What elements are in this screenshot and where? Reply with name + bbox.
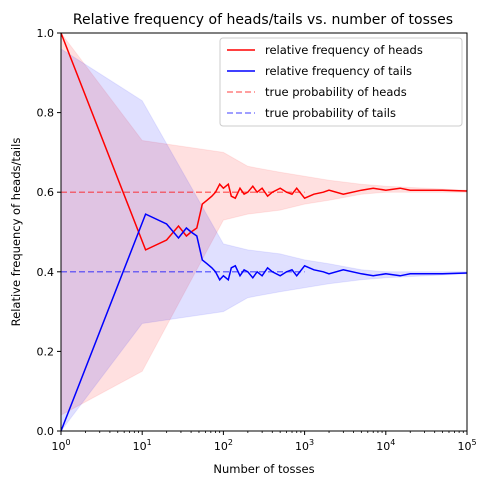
- plot-frame: [60, 32, 468, 432]
- x-axis-label: Number of tosses: [213, 462, 314, 476]
- x-axis-ticks: 100 101 102 103 104 105: [51, 431, 477, 453]
- y-axis-label: Relative frequency of heads/tails: [9, 138, 23, 327]
- x-tick-label: 104: [376, 438, 395, 453]
- legend-label-relative-frequency-of-tails: relative frequency of tails: [265, 64, 412, 78]
- legend-label-true-probability-of-heads: true probability of heads: [265, 85, 407, 99]
- legend: relative frequency of heads relative freq…: [219, 37, 463, 127]
- x-tick-label: 103: [295, 438, 314, 453]
- relative-frequency-of-heads-line: [60, 32, 468, 251]
- legend-label-relative-frequency-of-heads: relative frequency of heads: [265, 43, 423, 57]
- y-tick-label: 0.4: [37, 266, 55, 279]
- legend-label-true-probability-of-tails: true probability of tails: [265, 106, 396, 120]
- y-tick-label: 0.6: [37, 186, 55, 199]
- x-tick-label: 100: [51, 438, 70, 453]
- legend-box: [219, 37, 463, 127]
- x-tick-label: 101: [133, 438, 152, 453]
- legend-entries: relative frequency of heads relative freq…: [227, 43, 423, 120]
- relative-frequency-of-tails-line: [60, 213, 468, 432]
- y-tick-label: 0.8: [37, 107, 55, 120]
- y-tick-label: 1.0: [37, 27, 55, 40]
- x-tick-label: 102: [214, 438, 233, 453]
- series-lines: [60, 32, 468, 432]
- y-tick-label: 0.0: [37, 425, 55, 438]
- chart-title: Relative frequency of heads/tails vs. nu…: [73, 12, 453, 28]
- y-tick-label: 0.2: [37, 345, 55, 358]
- y-axis-ticks: 0.0 0.2 0.4 0.6 0.8 1.0: [37, 27, 61, 438]
- x-tick-label: 105: [457, 438, 476, 453]
